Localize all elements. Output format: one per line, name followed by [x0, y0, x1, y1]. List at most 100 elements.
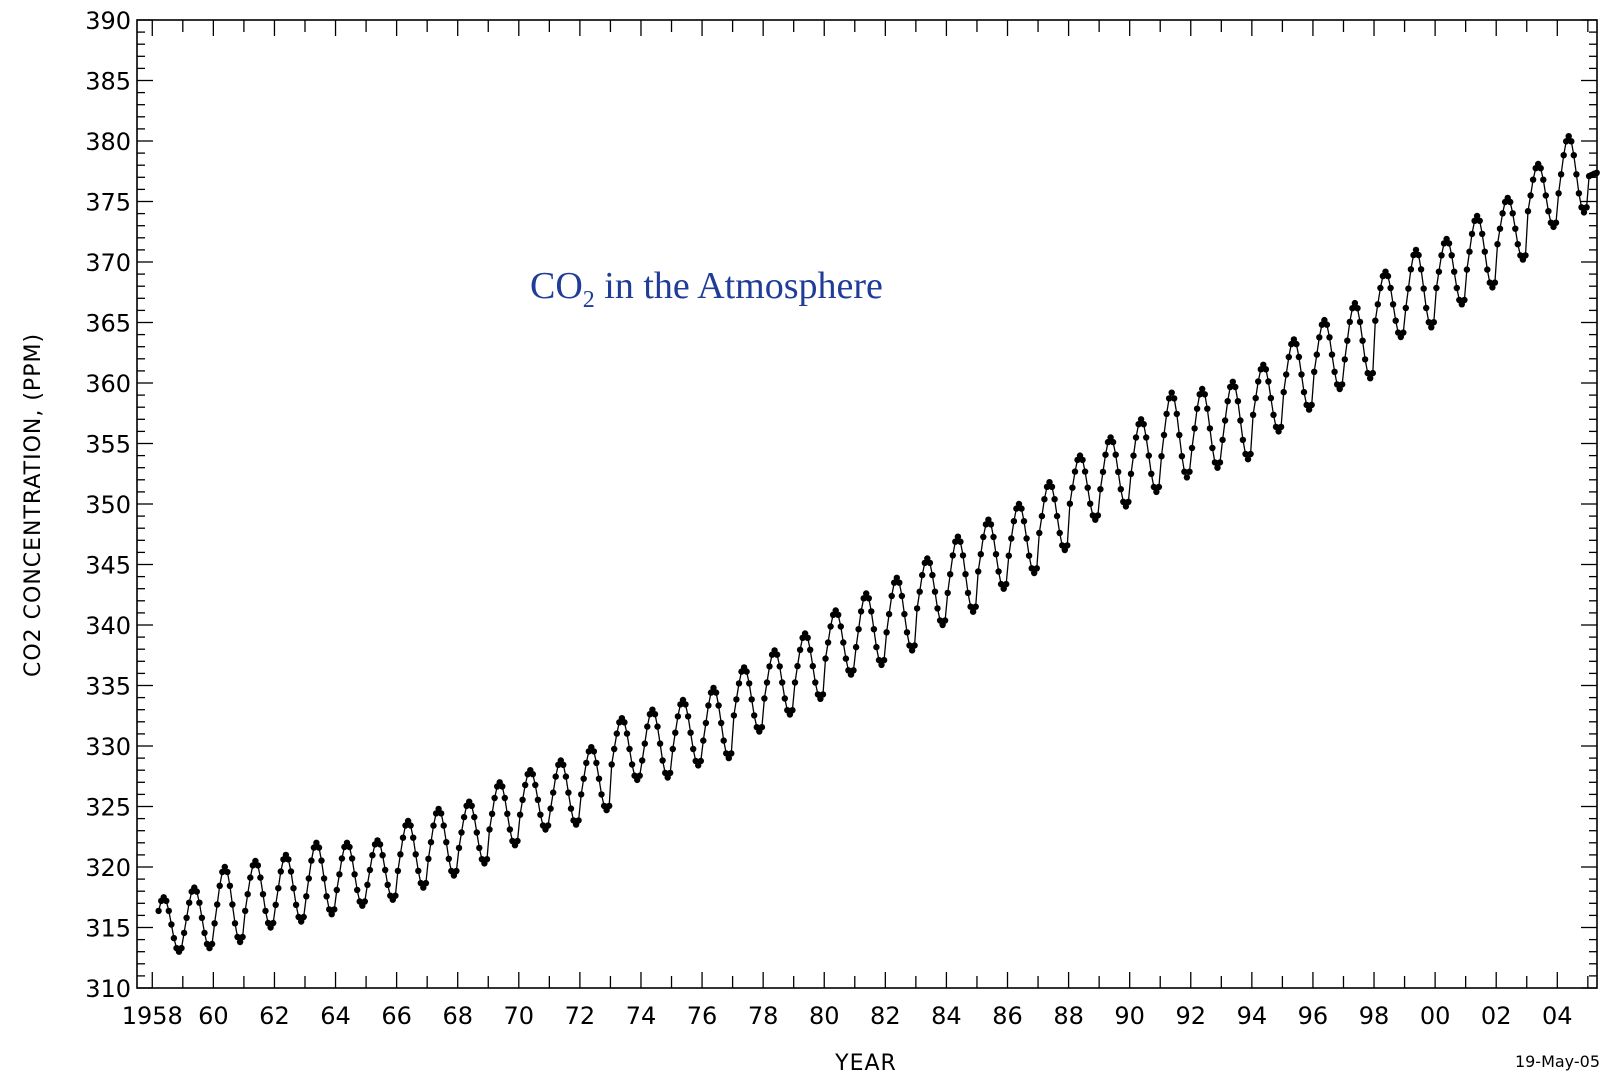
data-point	[819, 691, 827, 698]
data-point	[1183, 474, 1191, 481]
data-point	[1542, 192, 1550, 199]
data-point	[903, 629, 911, 636]
data-point	[1036, 529, 1043, 537]
data-point	[1466, 248, 1473, 255]
data-point	[384, 881, 391, 888]
data-point	[621, 719, 628, 726]
data-point	[1176, 431, 1183, 439]
data-point	[1051, 496, 1058, 503]
data-point	[628, 761, 636, 768]
data-point	[682, 701, 689, 708]
y-tick-label: 355	[85, 431, 131, 459]
data-point	[1130, 452, 1137, 459]
data-point	[1265, 378, 1272, 385]
data-point	[305, 875, 312, 882]
data-point	[728, 750, 735, 757]
data-point	[934, 605, 941, 612]
y-tick-label: 320	[85, 854, 131, 882]
data-point	[957, 538, 964, 545]
data-point	[796, 646, 804, 653]
data-point	[201, 929, 208, 937]
data-point	[1094, 512, 1102, 519]
plot-frame	[136, 19, 1598, 989]
data-point	[427, 839, 435, 846]
data-point	[1137, 416, 1145, 423]
data-point	[1405, 285, 1412, 292]
data-point	[598, 791, 605, 798]
data-point	[949, 552, 956, 559]
data-point	[519, 796, 526, 803]
data-point	[1313, 351, 1321, 358]
data-point	[809, 662, 816, 670]
data-point	[1219, 436, 1226, 444]
data-point	[593, 759, 600, 767]
data-point	[440, 822, 447, 829]
data-point	[608, 761, 615, 768]
data-point	[1540, 176, 1547, 183]
data-point	[1407, 266, 1415, 273]
data-point	[980, 533, 987, 541]
data-point	[453, 867, 460, 875]
data-point	[1522, 252, 1529, 259]
data-point	[1326, 334, 1333, 341]
data-point	[1494, 241, 1501, 248]
data-point	[1448, 252, 1455, 259]
data-point	[1109, 438, 1117, 446]
data-point	[285, 856, 292, 863]
data-point	[975, 568, 982, 575]
data-point	[873, 643, 880, 651]
data-point	[1232, 383, 1239, 391]
x-tick-label: 84	[931, 1002, 962, 1030]
data-point	[303, 893, 310, 900]
data-point	[812, 679, 819, 686]
data-point	[1216, 459, 1224, 466]
data-point	[1570, 152, 1578, 159]
data-point	[275, 885, 282, 892]
data-point	[165, 907, 172, 915]
y-tick-label: 365	[85, 310, 131, 338]
data-point	[1527, 192, 1534, 199]
data-point	[468, 802, 475, 809]
data-point	[476, 844, 483, 852]
data-point	[891, 579, 898, 586]
data-point	[1298, 371, 1305, 378]
data-point	[1071, 468, 1079, 475]
data-point	[1140, 421, 1147, 428]
data-point	[763, 679, 771, 686]
data-point	[1479, 230, 1486, 238]
data-point	[644, 723, 651, 730]
data-point	[1361, 356, 1369, 363]
data-point	[1081, 468, 1089, 475]
data-point	[399, 834, 407, 841]
data-point	[697, 757, 704, 765]
data-point	[1173, 410, 1181, 418]
data-point	[366, 866, 374, 874]
data-point	[1356, 318, 1364, 326]
data-point	[394, 867, 402, 875]
data-point	[735, 680, 743, 687]
data-point	[560, 761, 567, 768]
data-point	[1349, 305, 1356, 312]
data-point	[1255, 378, 1262, 385]
chart-title-rest: in the Atmosphere	[595, 265, 883, 307]
data-point	[1227, 383, 1234, 391]
data-point	[1423, 304, 1430, 312]
data-point	[1583, 204, 1590, 211]
data-point	[1555, 190, 1562, 197]
x-tick-label: 02	[1481, 1002, 1512, 1030]
axis-ticks	[137, 19, 1597, 989]
data-point	[219, 868, 226, 876]
data-point	[1354, 305, 1361, 312]
data-point	[196, 899, 203, 906]
y-tick-label: 325	[85, 794, 131, 822]
data-point	[247, 874, 254, 881]
data-point	[262, 907, 269, 915]
data-point	[514, 837, 521, 845]
x-tick-labels: 1958 60 62 64 66 68 70 72 74 76 78 80 82 84 86 88 90 92 94…	[122, 1002, 1573, 1030]
y-tick-label: 385	[85, 68, 131, 96]
data-point	[382, 866, 389, 874]
data-point	[532, 781, 539, 789]
data-point	[1300, 388, 1308, 396]
data-point	[896, 579, 903, 586]
data-point	[443, 839, 450, 846]
